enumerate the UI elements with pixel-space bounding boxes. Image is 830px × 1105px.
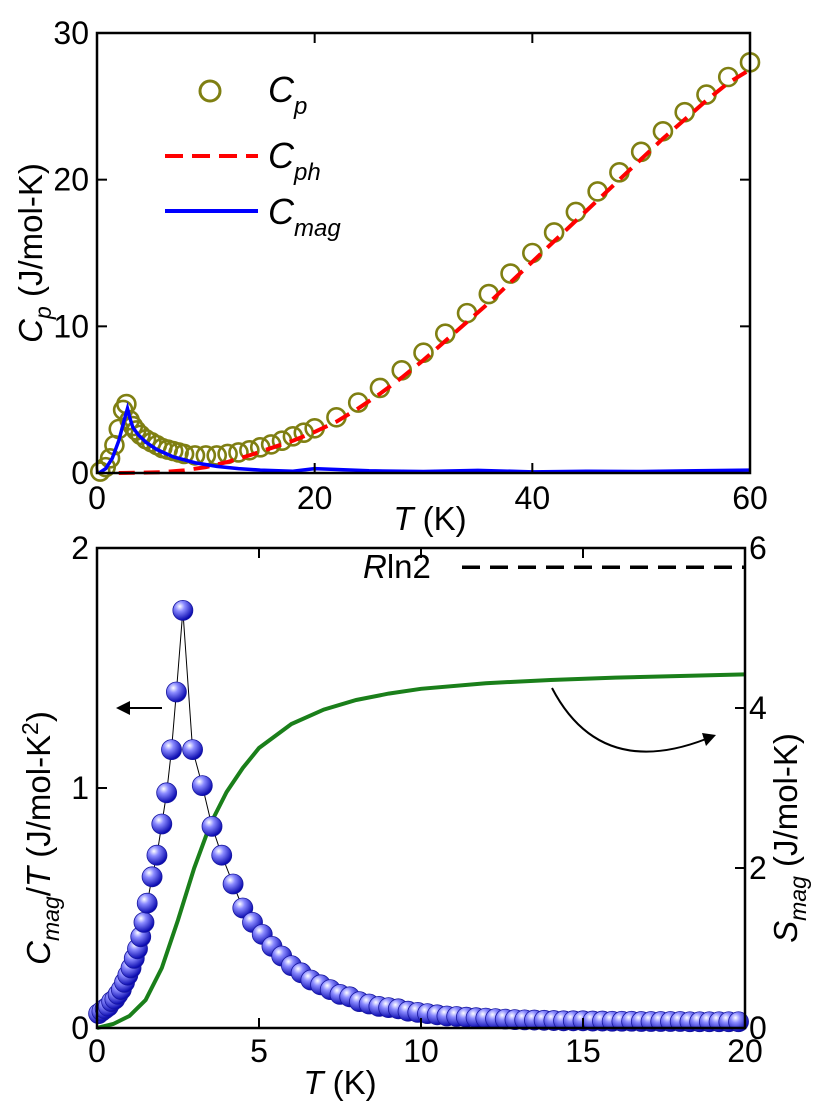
y-tick-label: 10 [53, 308, 89, 344]
y-right-tick-label: 4 [749, 690, 767, 726]
y-tick-label: 0 [71, 455, 89, 491]
x-tick-label: 20 [297, 480, 333, 516]
top-panel: 0 20 40 60 0 10 20 30 Cp Cph Cmag T (K) Cp (J/m… [12, 15, 768, 537]
cmag-t-point [151, 813, 173, 835]
cmag-t-point [222, 873, 244, 895]
top-plot-data [89, 52, 761, 482]
y-tick-label: 2 [71, 530, 89, 566]
bottom-x-axis-label: T (K) [303, 1064, 376, 1101]
legend-label-cph: Cph [268, 135, 321, 186]
cmag-t-point [191, 775, 213, 796]
y-tick-label: 1 [71, 770, 89, 806]
cmag-t-connector [98, 610, 739, 1023]
x-tick-label: 20 [727, 1033, 763, 1069]
x-tick-label: 10 [403, 1033, 439, 1069]
top-axis-ticks: 0 20 40 60 0 10 20 30 [53, 15, 767, 516]
cp-point [130, 424, 151, 446]
cmag-line [98, 401, 751, 475]
x-tick-label: 60 [732, 480, 768, 516]
left-axis-arrow [116, 701, 162, 715]
cmag-t-point [133, 912, 155, 933]
cmag-t-point [161, 739, 182, 760]
top-y-axis-label: Cp (J/mol-K) [12, 163, 56, 343]
cmag-t-point [201, 816, 223, 837]
cmag-t-point [172, 600, 194, 621]
cp-point [99, 448, 121, 469]
top-legend: Cp Cph Cmag [165, 69, 341, 242]
cp-point [239, 439, 260, 461]
cmag-t-point [156, 782, 178, 804]
x-tick-label: 0 [88, 1033, 106, 1069]
cmag-t-point [165, 681, 187, 703]
y-tick-label: 20 [53, 162, 89, 198]
cp-point [456, 302, 478, 324]
y-right-tick-label: 0 [749, 1010, 767, 1046]
cp-point [478, 283, 500, 305]
cmag-t-point [141, 866, 163, 888]
cp-point [173, 443, 195, 465]
cp-point [206, 445, 228, 466]
rln2-label: Rln2 [363, 548, 431, 585]
y-right-tick-label: 6 [749, 530, 767, 566]
cmag-t-point [182, 739, 203, 760]
legend-label-cp: Cp [268, 69, 307, 120]
smag-line [96, 672, 746, 1030]
cmag-t-point [146, 844, 168, 866]
legend-label-cmag: Cmag [268, 191, 341, 242]
cp-point [587, 181, 608, 202]
cmag-t-point [232, 897, 254, 919]
bottom-right-y-axis-label: Smag (J/mol-K) [767, 733, 811, 943]
cp-point [228, 442, 249, 463]
right-axis-arrow [551, 687, 716, 753]
y-tick-label: 30 [53, 15, 89, 51]
cph-line [118, 67, 752, 475]
top-plot-frame [95, 31, 752, 475]
bottom-left-y-axis-label: Cmag/T (J/mol-K2) [17, 711, 64, 965]
x-tick-label: 5 [250, 1033, 268, 1069]
x-tick-label: 0 [88, 480, 106, 516]
x-tick-label: 15 [565, 1033, 601, 1069]
y-tick-label: 0 [71, 1010, 89, 1046]
top-x-axis-label: T (K) [393, 500, 466, 537]
legend-marker-cp [198, 79, 222, 103]
cp-point [293, 422, 315, 443]
x-tick-label: 40 [515, 480, 551, 516]
cmag-t-point [136, 892, 158, 914]
cp-point [89, 461, 111, 482]
cmag-t-point [211, 844, 233, 866]
bottom-plot-data [88, 600, 749, 1033]
y-right-tick-label: 2 [749, 850, 767, 886]
